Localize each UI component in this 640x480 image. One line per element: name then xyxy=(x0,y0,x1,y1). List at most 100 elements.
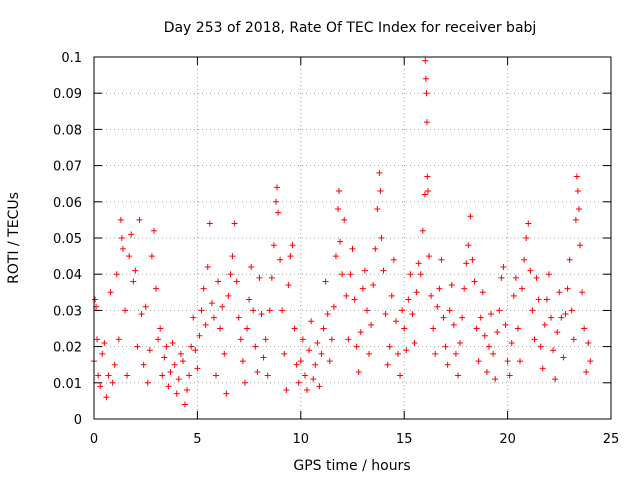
data-point xyxy=(144,379,151,386)
data-point xyxy=(339,271,346,278)
data-point xyxy=(308,318,315,325)
data-point xyxy=(510,292,517,299)
data-point xyxy=(424,187,431,194)
data-point xyxy=(109,379,116,386)
data-point xyxy=(405,296,412,303)
data-point xyxy=(366,350,373,357)
data-point xyxy=(312,361,319,368)
y-tick-label: 0.04 xyxy=(53,268,82,283)
data-point xyxy=(407,271,414,278)
data-point xyxy=(560,354,567,361)
data-point xyxy=(169,339,176,346)
data-point xyxy=(353,343,360,350)
data-point xyxy=(260,354,267,361)
data-point xyxy=(390,256,397,263)
data-point xyxy=(250,307,257,314)
data-point xyxy=(545,271,552,278)
data-point xyxy=(332,253,339,260)
data-point xyxy=(562,311,569,318)
data-point xyxy=(94,336,101,343)
data-point xyxy=(117,216,124,223)
data-point xyxy=(118,235,125,241)
data-point xyxy=(186,372,193,379)
data-point xyxy=(541,321,548,328)
data-point xyxy=(550,347,557,354)
data-point xyxy=(301,372,308,379)
data-point xyxy=(291,325,298,332)
data-point xyxy=(423,90,430,97)
data-point xyxy=(140,361,147,368)
data-point xyxy=(254,368,261,375)
data-point xyxy=(512,274,519,281)
y-tick-labels: 0 0.01 0.02 0.03 0.04 0.05 0.06 0.07 0.08 0.09 0.1 xyxy=(53,51,82,428)
data-point xyxy=(101,339,108,346)
data-point xyxy=(159,372,166,379)
data-point xyxy=(128,231,135,238)
data-point xyxy=(142,303,149,310)
data-point xyxy=(258,311,265,318)
data-point xyxy=(488,311,495,318)
data-point xyxy=(330,303,337,310)
data-point xyxy=(508,339,515,346)
data-point xyxy=(539,365,546,372)
data-point xyxy=(275,209,282,216)
data-point xyxy=(231,220,238,227)
data-point xyxy=(229,253,236,260)
data-point xyxy=(153,285,160,292)
data-point xyxy=(574,187,581,194)
data-point xyxy=(146,347,153,354)
data-point xyxy=(343,292,350,299)
grid-lines xyxy=(94,57,611,419)
data-point xyxy=(206,220,213,227)
data-point xyxy=(314,339,321,346)
data-point xyxy=(347,271,354,278)
data-point xyxy=(304,387,311,394)
data-point xyxy=(138,311,145,318)
data-point xyxy=(208,300,215,307)
data-point xyxy=(357,329,364,336)
data-point xyxy=(335,206,342,213)
data-point xyxy=(337,238,344,245)
data-point xyxy=(523,235,530,241)
data-point xyxy=(409,311,416,318)
data-point xyxy=(573,173,580,180)
data-point xyxy=(281,350,288,357)
data-point xyxy=(227,271,234,278)
data-point xyxy=(504,358,511,365)
data-point xyxy=(411,339,418,346)
x-tick-label: 0 xyxy=(90,432,98,447)
data-points xyxy=(91,57,594,408)
y-tick-label: 0.06 xyxy=(53,196,82,211)
data-point xyxy=(326,358,333,365)
data-point xyxy=(194,365,201,372)
x-tick-labels: 0 5 10 15 20 25 xyxy=(90,432,619,447)
x-tick-label: 15 xyxy=(396,432,413,447)
data-point xyxy=(479,289,486,296)
data-point xyxy=(233,278,240,285)
data-point xyxy=(372,245,379,252)
data-point xyxy=(543,296,550,303)
data-point xyxy=(244,325,251,332)
data-point xyxy=(122,307,129,314)
data-point xyxy=(349,245,356,252)
data-point xyxy=(448,282,455,289)
data-point xyxy=(473,325,480,332)
data-point xyxy=(494,329,501,336)
data-point xyxy=(359,285,366,292)
data-point xyxy=(217,325,224,332)
data-point xyxy=(202,321,209,328)
data-point xyxy=(184,387,191,394)
data-point xyxy=(213,372,220,379)
data-point xyxy=(181,401,188,408)
data-point xyxy=(548,314,555,321)
x-tick-label: 20 xyxy=(499,432,516,447)
data-point xyxy=(248,263,255,270)
data-point xyxy=(452,350,459,357)
data-point xyxy=(192,347,199,354)
y-tick-label: 0.09 xyxy=(53,87,82,102)
data-point xyxy=(161,354,168,361)
data-point xyxy=(432,350,439,357)
data-point xyxy=(485,343,492,350)
data-point xyxy=(529,307,536,314)
